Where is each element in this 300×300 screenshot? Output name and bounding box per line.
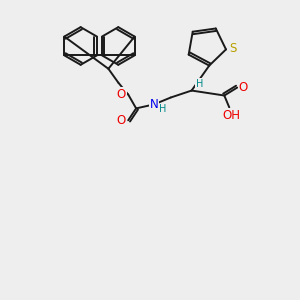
Text: H: H <box>159 104 167 114</box>
Text: OH: OH <box>222 109 240 122</box>
Text: N: N <box>150 98 158 111</box>
Text: H: H <box>196 79 203 88</box>
Text: O: O <box>117 88 126 101</box>
Text: O: O <box>238 81 248 94</box>
Text: S: S <box>229 42 237 55</box>
Text: O: O <box>117 114 126 127</box>
